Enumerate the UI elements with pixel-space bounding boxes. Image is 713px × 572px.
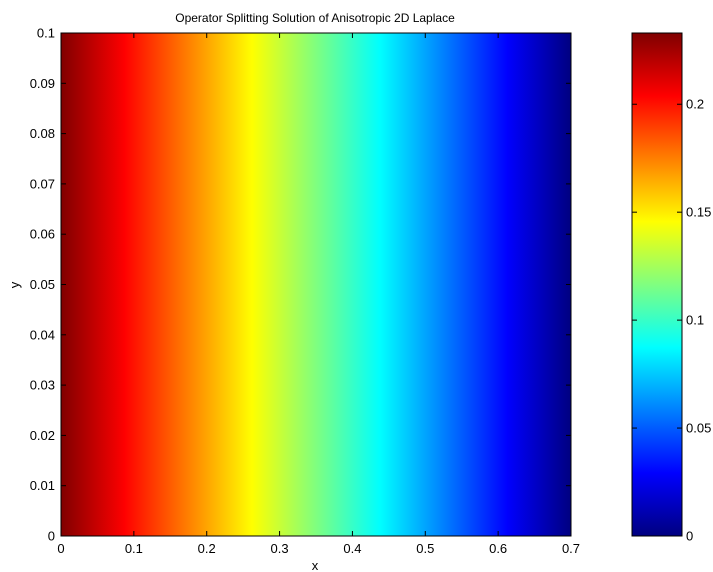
x-tick-label: 0.6 bbox=[489, 541, 507, 556]
chart-title: Operator Splitting Solution of Anisotrop… bbox=[175, 11, 455, 25]
colorbar-axis: 0 0.05 0.1 0.15 0.2 bbox=[632, 97, 711, 544]
y-tick-label: 0.03 bbox=[30, 378, 55, 393]
y-tick-label: 0.08 bbox=[30, 126, 55, 141]
colorbar bbox=[631, 32, 683, 537]
y-tick-label: 0.05 bbox=[30, 277, 55, 292]
y-axis: 0 0.01 0.02 0.03 0.04 0.05 0.06 0.07 0.08 0.09 0.1 bbox=[30, 26, 571, 544]
x-axis: 0 0.1 0.2 0.3 0.4 0.5 0.6 0.7 bbox=[57, 33, 580, 556]
heatmap-field bbox=[61, 33, 571, 536]
x-tick-label: 0.1 bbox=[125, 541, 143, 556]
x-tick-label: 0 bbox=[57, 541, 64, 556]
x-tick-label: 0.7 bbox=[562, 541, 580, 556]
y-tick-label: 0.09 bbox=[30, 76, 55, 91]
colorbar-tick-label: 0.05 bbox=[686, 421, 711, 436]
colorbar-tick-label: 0.15 bbox=[686, 205, 711, 220]
y-tick-label: 0.02 bbox=[30, 428, 55, 443]
x-tick-label: 0.5 bbox=[416, 541, 434, 556]
x-axis-label: x bbox=[312, 558, 319, 572]
colorbar-tick-label: 0 bbox=[686, 529, 693, 544]
x-tick-label: 0.2 bbox=[198, 541, 216, 556]
x-tick-label: 0.4 bbox=[343, 541, 361, 556]
y-tick-label: 0.1 bbox=[37, 26, 55, 41]
y-tick-label: 0 bbox=[48, 529, 55, 544]
colorbar-gradient bbox=[632, 33, 682, 536]
y-tick-label: 0.07 bbox=[30, 176, 55, 191]
colorbar-tick-label: 0.1 bbox=[686, 313, 704, 328]
y-tick-label: 0.06 bbox=[30, 227, 55, 242]
plot-area bbox=[60, 32, 572, 537]
y-tick-label: 0.01 bbox=[30, 478, 55, 493]
x-tick-label: 0.3 bbox=[271, 541, 289, 556]
y-axis-label: y bbox=[7, 281, 22, 288]
y-tick-label: 0.04 bbox=[30, 327, 55, 342]
colorbar-frame bbox=[631, 32, 683, 537]
colorbar-tick-label: 0.2 bbox=[686, 97, 704, 112]
